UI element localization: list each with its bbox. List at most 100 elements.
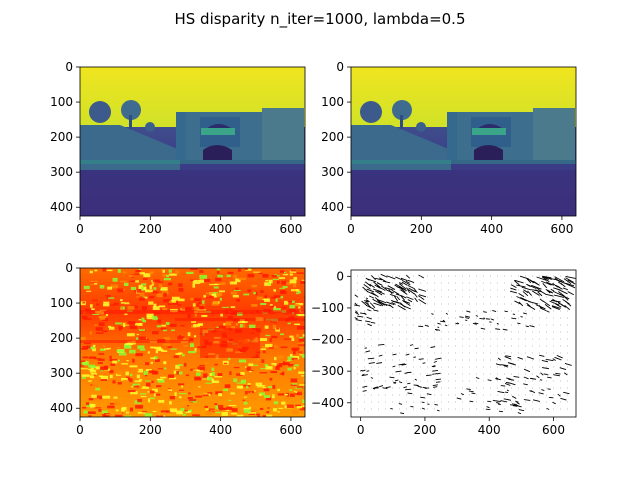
heatmap-cell [107,405,115,409]
heatmap-cell [253,271,261,273]
heatmap-cell [217,373,223,377]
heatmap-cell [205,382,212,384]
heatmap-cell [165,322,170,325]
image-panel-top-left [79,66,306,217]
heatmap-cell [138,318,142,321]
heatmap-cell [188,392,191,395]
quiver-arrow [440,320,446,323]
heatmap-cell [171,329,175,332]
heatmap-cell [135,353,143,357]
heatmap-cell [171,301,179,305]
heatmap-cell [181,354,185,357]
heatmap-band [80,340,190,343]
heatmap-cell [276,327,280,330]
quiver-arrow [372,387,376,390]
quiver-arrow [506,398,512,401]
heatmap-cell [239,324,243,328]
quiver-arrow [557,302,567,308]
heatmap-cell [251,284,258,288]
heatmap-cell [123,282,129,287]
heatmap-cell [163,367,167,370]
quiver-arrow [550,288,555,292]
quiver-arrow [479,317,485,320]
heatmap-cell [140,395,147,398]
heatmap-cell [259,407,264,410]
heatmap-cell [118,327,122,331]
heatmap-cell [289,389,293,392]
heatmap-cell [88,356,97,359]
heatmap-cell [277,388,280,392]
heatmap-cell [193,335,197,338]
x-tick-label: 400 [209,423,232,437]
quiver-arrow [517,356,524,360]
heatmap-cell [207,377,213,381]
heatmap-cell [138,329,146,331]
heatmap-cell [213,301,219,304]
heatmap-cell [297,391,302,396]
quiver-arrow [436,409,440,412]
heatmap-cell [163,278,171,281]
quiver-arrow [405,274,411,279]
quiver-arrow [545,358,554,362]
heatmap-cell [98,322,105,327]
heatmap-cell [187,314,191,319]
heatmap-cell [188,350,196,354]
heatmap-cell [218,282,226,285]
heatmap-cell [123,323,126,327]
heatmap-cell [129,323,134,325]
heatmap-cell [139,393,147,395]
quiver-arrow [420,396,426,399]
quiver-arrow [545,293,554,297]
heatmap-cell [277,364,281,366]
heatmap-cell [299,336,304,339]
heatmap-cell [180,325,185,327]
quiver-arrow [562,298,570,305]
heatmap-cell [88,380,92,382]
heatmap-cell [169,408,178,413]
heatmap-cell [132,358,135,363]
quiver-arrow [421,401,425,404]
quiver-arrow [495,378,498,380]
heatmap-cell [98,375,104,378]
heatmap-cell [215,277,222,282]
heatmap-cell [127,321,136,324]
heatmap-cell [215,405,221,410]
quiver-arrow [511,317,517,320]
heatmap-cell [134,380,142,383]
quiver-arrow [355,319,362,322]
heatmap-cell [117,269,121,273]
heatmap-cell [171,296,180,301]
heatmap-cell [94,269,98,272]
heatmap-cell [233,289,241,291]
heatmap-cell [185,411,191,413]
heatmap-cell [157,319,162,324]
heatmap-cell [295,302,304,306]
quiver-arrow [400,295,406,301]
heatmap-cell [264,295,268,299]
quiver-arrow [513,405,518,407]
heatmap-cell [161,406,167,410]
heatmap-cell [182,413,187,416]
quiver-arrow [396,286,406,290]
quiver-arrow [475,315,479,317]
quiver-arrow [374,386,379,389]
heatmap-cell [211,380,220,384]
quiver-arrow [355,310,358,314]
quiver-arrow [526,277,532,284]
heatmap-cell [209,296,214,299]
quiver-arrow [565,275,576,279]
heatmap-cell [296,343,304,346]
quiver-arrow [508,382,516,386]
heatmap-cell [300,346,304,351]
heatmap-cell [235,323,238,326]
quiver-arrow [554,356,562,361]
heatmap-cell [260,368,266,370]
quiver-arrow [379,385,384,388]
heatmap-cell [122,288,126,292]
heatmap-cell [230,392,235,395]
quiver-arrow [539,354,545,357]
heatmap-cell [278,363,286,366]
heatmap-cell [163,337,170,341]
quiver-arrow [495,377,499,380]
heatmap-cell [298,290,301,294]
